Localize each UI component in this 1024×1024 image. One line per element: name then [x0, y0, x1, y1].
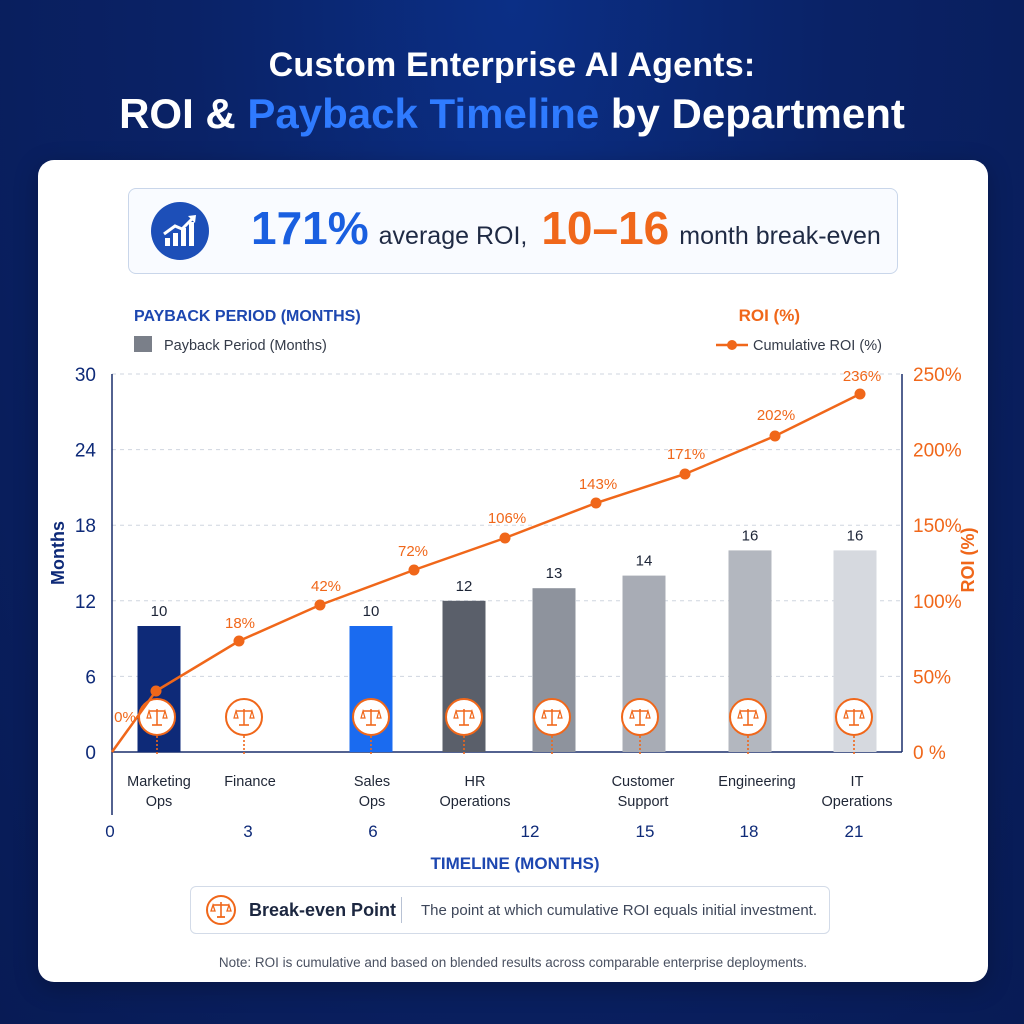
- y-tick-label: 0: [85, 743, 96, 764]
- chart-card: 171% average ROI, 10–16 month break-even…: [38, 160, 988, 982]
- roi-value-label: 236%: [843, 368, 881, 385]
- roi-value-label: 18%: [225, 615, 255, 632]
- y-tick-label: 18: [75, 516, 96, 537]
- roi-point: [854, 388, 866, 400]
- bar-value-label: 12: [456, 578, 473, 595]
- y-tick-label: 24: [75, 441, 97, 462]
- right-axis-title: ROI (%): [739, 306, 800, 325]
- summary-box: 171% average ROI, 10–16 month break-even: [128, 188, 898, 274]
- roi-value-label: 0%: [114, 709, 136, 726]
- category-label: Finance: [224, 774, 276, 790]
- roi-line: [110, 392, 861, 753]
- footnote: Note: ROI is cumulative and based on ble…: [218, 955, 808, 970]
- breakeven-value: 10–16: [541, 202, 670, 254]
- category-label: Marketing: [127, 774, 191, 790]
- y2-tick-label: 50%: [913, 667, 951, 688]
- summary-line: 171% average ROI, 10–16 month break-even: [251, 201, 881, 261]
- title-part-2: by Department: [599, 90, 905, 137]
- growth-chart-icon: [151, 202, 209, 260]
- breakeven-legend: Break-even Point The point at which cumu…: [190, 886, 830, 934]
- x-tick-label: 15: [636, 822, 655, 841]
- title-highlight: Payback Timeline: [247, 90, 600, 137]
- y-axis-title: Months: [48, 521, 68, 585]
- scale-icon-pans: [541, 708, 563, 719]
- bar-value-label: 10: [363, 603, 380, 620]
- bar-value-label: 14: [636, 553, 653, 570]
- roi-point: [679, 468, 691, 480]
- left-axis-title: PAYBACK PERIOD (MONTHS): [134, 308, 361, 325]
- legend-title: Break-even Point: [249, 900, 397, 920]
- scale-icon-pans: [360, 708, 382, 719]
- roi-value-label: 106%: [488, 510, 526, 527]
- x-tick-label: 0: [105, 822, 114, 841]
- bar-legend-label: Payback Period (Months): [164, 338, 327, 354]
- bar-value-label: 10: [151, 603, 168, 620]
- category-label: Customer: [612, 774, 675, 790]
- category-label: Operations: [440, 794, 511, 810]
- y2-axis-title: ROI (%): [958, 527, 978, 592]
- category-label: Engineering: [718, 774, 795, 790]
- roi-value-label: 72%: [398, 543, 428, 560]
- y-tick-label: 12: [75, 592, 96, 613]
- roi-value-label: 42%: [311, 578, 341, 595]
- scale-icon-pans: [737, 708, 759, 719]
- category-label: Sales: [354, 774, 390, 790]
- y-tick-label: 30: [75, 365, 96, 386]
- roi-point: [590, 497, 602, 509]
- x-tick-label: 12: [521, 822, 540, 841]
- roi-point: [233, 635, 245, 647]
- roi-text: average ROI,: [378, 222, 528, 250]
- roi-value: 171%: [251, 202, 369, 254]
- roi-point: [408, 564, 420, 576]
- bar-legend-swatch: [134, 336, 152, 352]
- y2-tick-label: 200%: [913, 441, 962, 462]
- category-label: HR: [465, 774, 486, 790]
- category-label: IT: [851, 774, 864, 790]
- roi-point: [499, 532, 511, 544]
- category-label: Support: [618, 794, 669, 810]
- legend-divider: [401, 897, 402, 923]
- breakeven-text: month break-even: [679, 222, 881, 250]
- category-label: Operations: [822, 794, 893, 810]
- x-tick-label: 6: [368, 822, 377, 841]
- line-legend-label: Cumulative ROI (%): [753, 338, 882, 354]
- bar-value-label: 13: [546, 565, 563, 582]
- scale-icon-pans: [233, 708, 255, 719]
- roi-value-label: 143%: [579, 476, 617, 493]
- y2-tick-label: 250%: [913, 365, 962, 386]
- category-label: Ops: [359, 794, 386, 810]
- scale-icon-pans: [146, 708, 168, 719]
- category-label: Ops: [146, 794, 173, 810]
- title-line-1: Custom Enterprise AI Agents:: [268, 46, 756, 84]
- roi-value-label: 171%: [667, 446, 705, 463]
- scale-icon-pans: [629, 708, 651, 719]
- roi-point: [150, 685, 162, 697]
- y2-tick-label: 100%: [913, 592, 962, 613]
- bar-value-label: 16: [847, 527, 864, 544]
- title-line-2: ROI & Payback Timeline by Department: [0, 90, 1024, 138]
- roi-value-label: 202%: [757, 407, 795, 424]
- y2-tick-label: 150%: [913, 516, 962, 537]
- scale-icon: [206, 895, 236, 925]
- y2-tick-label: 0 %: [913, 743, 946, 764]
- legend-description: The point at which cumulative ROI equals…: [421, 902, 818, 919]
- bar-value-label: 16: [742, 527, 759, 544]
- roi-point: [769, 430, 781, 442]
- x-tick-label: 21: [845, 822, 864, 841]
- x-tick-label: 3: [243, 822, 252, 841]
- scale-icon-pans: [453, 708, 475, 719]
- x-tick-label: 18: [740, 822, 759, 841]
- y-tick-label: 6: [85, 667, 96, 688]
- roi-point: [314, 599, 326, 611]
- scale-icon-pans: [843, 708, 865, 719]
- line-legend-marker: [727, 340, 737, 350]
- title-part-1: ROI &: [119, 90, 248, 137]
- x-axis-title: TIMELINE (MONTHS): [430, 854, 599, 873]
